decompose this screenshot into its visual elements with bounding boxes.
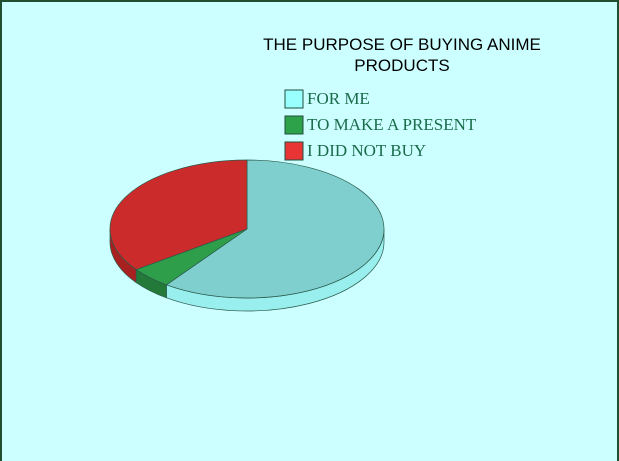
chart-title: THE PURPOSE OF BUYING ANIME [263, 35, 541, 54]
legend: FOR ME TO MAKE A PRESENT I DID NOT BUY [284, 89, 477, 161]
legend-swatch [284, 89, 304, 109]
legend-label: FOR ME [307, 89, 370, 108]
chart-title: PRODUCTS [354, 56, 449, 75]
slice [109, 159, 248, 270]
slice [165, 159, 385, 299]
legend-swatch [284, 141, 304, 161]
legend-swatch [284, 115, 304, 135]
legend-label: I DID NOT BUY [307, 141, 426, 160]
pie [109, 159, 385, 312]
legend-label: TO MAKE A PRESENT [307, 115, 477, 134]
